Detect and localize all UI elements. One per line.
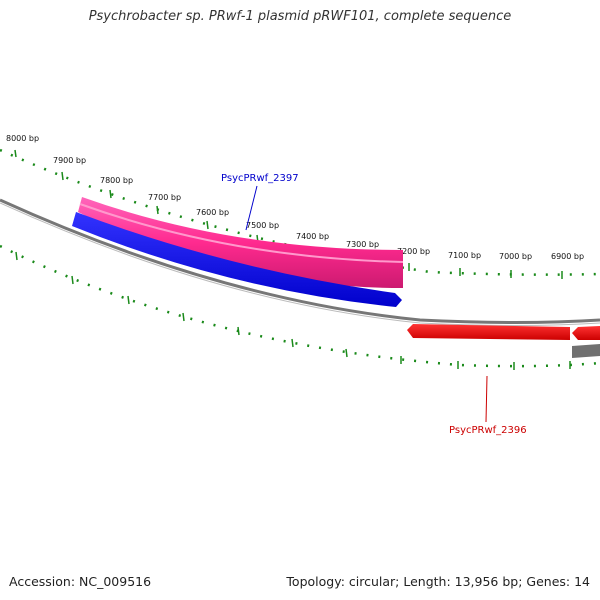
tick-label: 8000 bp xyxy=(6,134,39,143)
tick-label: 7800 bp xyxy=(100,176,133,185)
gene-arc-blue[interactable] xyxy=(72,212,402,307)
tick-mark xyxy=(291,338,294,348)
tick-mark xyxy=(156,205,159,215)
tick-mark xyxy=(182,312,185,322)
callout-line-lower xyxy=(485,375,488,423)
plasmid-backbone xyxy=(0,198,600,324)
tick-label: 7700 bp xyxy=(148,193,181,202)
tick-label: 7500 bp xyxy=(246,221,279,230)
tick-mark xyxy=(15,251,18,261)
map-title: Psychrobacter sp. PRwf-1 plasmid pRWF101… xyxy=(88,9,512,24)
tick-mark xyxy=(206,220,209,230)
gene-label-upper[interactable]: PsycPRwf_2397 xyxy=(221,173,299,184)
tick-mark xyxy=(345,348,348,358)
gene-arc-pink[interactable] xyxy=(78,197,403,288)
tick-mark xyxy=(237,326,240,336)
plasmid-backbone-highlight xyxy=(0,202,600,326)
tick-label: 7100 bp xyxy=(448,251,481,260)
gene-arc-pink-highlight xyxy=(79,203,404,263)
tick-label: 7300 bp xyxy=(346,240,379,249)
gene-label-lower[interactable]: PsycPRwf_2396 xyxy=(449,425,527,436)
tick-mark xyxy=(71,275,74,285)
gene-arc-red-2[interactable] xyxy=(572,326,600,340)
tick-mark xyxy=(127,295,130,305)
tick-mark xyxy=(14,149,17,158)
tick-label: 7600 bp xyxy=(196,208,229,217)
inner-ticks xyxy=(15,251,571,370)
tick-label: 7900 bp xyxy=(53,156,86,165)
outer-scale-ring xyxy=(0,148,600,276)
scale-labels: 8000 bp 7900 bp 7800 bp 7700 bp 7600 bp … xyxy=(6,134,584,261)
topology-summary: Topology: circular; Length: 13,956 bp; G… xyxy=(286,574,590,589)
scale-ticks xyxy=(14,149,563,279)
tick-label: 6900 bp xyxy=(551,252,584,261)
tick-mark xyxy=(61,171,64,181)
tick-mark xyxy=(109,189,112,199)
gene-arc-red[interactable] xyxy=(407,324,570,340)
tick-label: 7200 bp xyxy=(397,247,430,256)
tick-label: 7000 bp xyxy=(499,252,532,261)
callout-line-upper xyxy=(245,185,258,231)
accession-text: Accession: NC_009516 xyxy=(9,574,152,589)
tick-label: 7400 bp xyxy=(296,232,329,241)
gene-arc-grey[interactable] xyxy=(572,344,600,358)
inner-scale-ring xyxy=(0,244,600,368)
